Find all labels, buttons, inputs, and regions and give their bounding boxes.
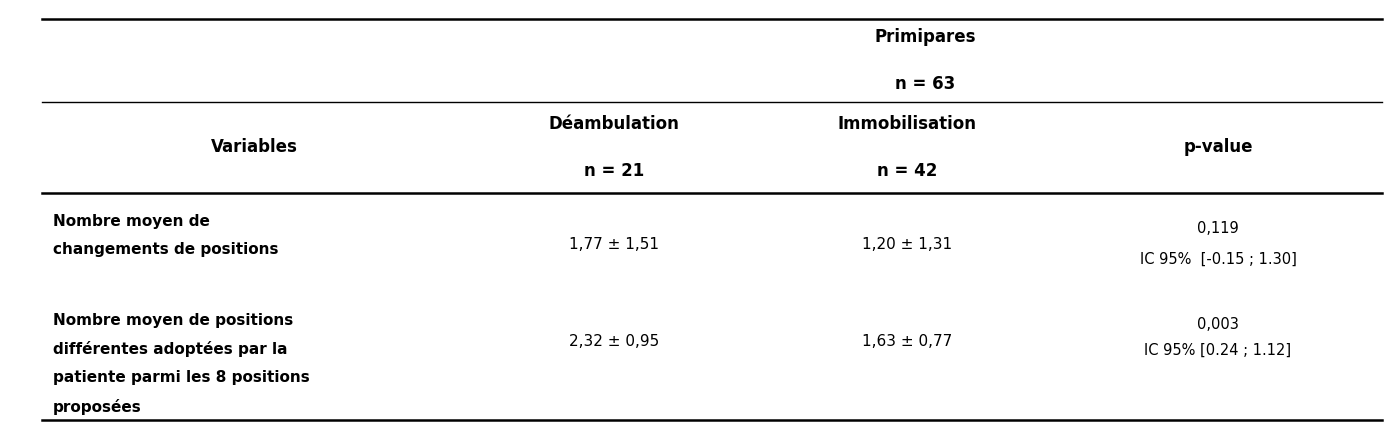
Text: 1,63 ± 0,77: 1,63 ± 0,77 (863, 334, 952, 349)
Text: Primipares: Primipares (874, 28, 976, 46)
Text: Déambulation: Déambulation (549, 115, 680, 133)
Text: Immobilisation: Immobilisation (838, 115, 977, 133)
Text: proposées: proposées (53, 399, 142, 415)
Text: 1,20 ± 1,31: 1,20 ± 1,31 (863, 237, 952, 252)
Text: Nombre moyen de: Nombre moyen de (53, 214, 209, 229)
Text: n = 63: n = 63 (895, 75, 955, 93)
Text: 1,77 ± 1,51: 1,77 ± 1,51 (570, 237, 659, 252)
Text: Nombre moyen de positions: Nombre moyen de positions (53, 312, 293, 328)
Text: 0,119: 0,119 (1198, 221, 1238, 236)
Text: différentes adoptées par la: différentes adoptées par la (53, 341, 288, 357)
Text: IC 95% [0.24 ; 1.12]: IC 95% [0.24 ; 1.12] (1145, 342, 1291, 357)
Text: p-value: p-value (1184, 138, 1252, 156)
Text: patiente parmi les 8 positions: patiente parmi les 8 positions (53, 370, 310, 385)
Text: IC 95%  [-0.15 ; 1.30]: IC 95% [-0.15 ; 1.30] (1139, 251, 1297, 266)
Text: 2,32 ± 0,95: 2,32 ± 0,95 (570, 334, 659, 349)
Text: Variables: Variables (211, 138, 299, 156)
Text: changements de positions: changements de positions (53, 242, 279, 257)
Text: n = 21: n = 21 (584, 162, 645, 180)
Text: n = 42: n = 42 (877, 162, 938, 180)
Text: 0,003: 0,003 (1198, 317, 1238, 332)
